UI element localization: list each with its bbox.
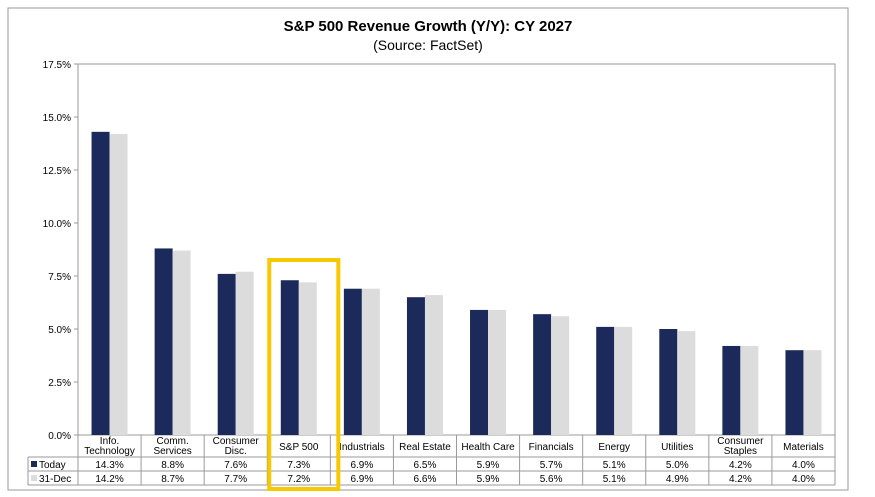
data-label: 5.7% (540, 460, 563, 471)
category-label: Health Care (461, 442, 515, 453)
y-tick-label: 7.5% (48, 272, 71, 283)
data-label: 5.0% (666, 460, 689, 471)
bar-31-dec (488, 309, 507, 435)
y-tick-label: 5.0% (48, 325, 71, 336)
category-label: Industrials (339, 442, 385, 453)
y-tick-label: 10.0% (43, 219, 71, 230)
bar-today (596, 326, 615, 435)
data-label: 8.8% (161, 460, 184, 471)
data-label: 8.7% (161, 474, 184, 485)
bar-31-dec (677, 331, 696, 435)
bar-31-dec (803, 350, 822, 435)
legend-swatch (31, 475, 37, 481)
data-label: 5.1% (603, 460, 626, 471)
data-label: 4.2% (729, 460, 752, 471)
category-label: Utilities (661, 442, 693, 453)
data-label: 7.6% (224, 460, 247, 471)
bar-today (154, 248, 173, 435)
data-label: 14.3% (95, 460, 123, 471)
category-label: Info. (100, 436, 119, 447)
bar-today (406, 297, 425, 435)
bar-31-dec (740, 345, 759, 435)
category-label: S&P 500 (279, 442, 319, 453)
bar-today (533, 314, 552, 435)
legend-swatch (31, 461, 37, 467)
data-label: 4.9% (666, 474, 689, 485)
y-tick-label: 17.5% (43, 60, 71, 71)
category-label: Materials (783, 442, 824, 453)
bar-31-dec (172, 250, 191, 435)
data-label: 5.9% (477, 474, 500, 485)
highlight-box (267, 258, 341, 491)
data-label: 7.2% (287, 474, 310, 485)
bar-today (91, 131, 110, 435)
legend-label: Today (39, 460, 66, 471)
category-label: Comm. (157, 436, 189, 447)
data-label: 14.2% (95, 474, 123, 485)
bar-31-dec (109, 133, 128, 435)
category-label: Consumer (717, 436, 764, 447)
bar-today (470, 309, 489, 435)
chart-title: S&P 500 Revenue Growth (Y/Y): CY 2027 (284, 18, 573, 35)
data-label: 5.9% (477, 460, 500, 471)
y-tick-label: 0.0% (48, 431, 71, 442)
y-tick-label: 2.5% (48, 378, 71, 389)
category-label: Real Estate (399, 442, 451, 453)
category-label: Disc. (225, 446, 247, 457)
bar-today (722, 345, 741, 435)
data-label: 5.1% (603, 474, 626, 485)
data-label: 6.9% (350, 460, 373, 471)
data-label: 6.6% (414, 474, 437, 485)
category-label: Consumer (213, 436, 260, 447)
data-label: 4.0% (792, 460, 815, 471)
data-label: 4.2% (729, 474, 752, 485)
category-label: Staples (724, 446, 757, 457)
bar-today (785, 350, 804, 435)
bar-31-dec (235, 271, 254, 435)
bar-today (217, 273, 236, 435)
y-tick-label: 15.0% (43, 113, 71, 124)
data-label: 7.3% (287, 460, 310, 471)
y-tick-label: 12.5% (43, 166, 71, 177)
bar-31-dec (614, 326, 633, 435)
bar-31-dec (424, 295, 443, 435)
chart-subtitle: (Source: FactSet) (373, 37, 483, 53)
bar-today (280, 280, 299, 435)
category-label: Technology (84, 446, 135, 457)
category-label: Services (153, 446, 191, 457)
bar-today (343, 288, 362, 435)
data-label: 4.0% (792, 474, 815, 485)
data-label: 5.6% (540, 474, 563, 485)
data-label: 6.5% (414, 460, 437, 471)
bar-today (659, 329, 678, 435)
data-label: 6.9% (350, 474, 373, 485)
bar-31-dec (298, 282, 317, 435)
category-label: Energy (598, 442, 630, 453)
bar-31-dec (551, 316, 570, 435)
data-label: 7.7% (224, 474, 247, 485)
category-label: Financials (529, 442, 574, 453)
legend-label: 31-Dec (39, 474, 71, 485)
bar-31-dec (361, 288, 380, 435)
